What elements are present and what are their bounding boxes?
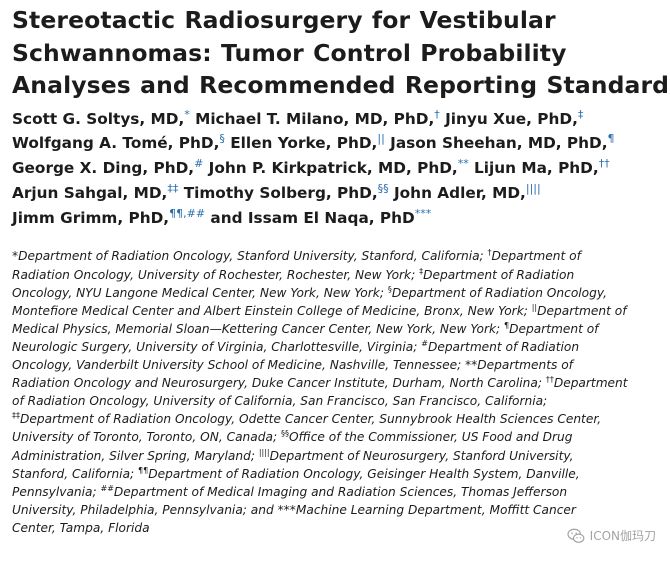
affiliation-line: University of Toronto, Toronto, ON, Cana…	[12, 428, 664, 446]
affiliation-text: Department of	[509, 321, 599, 336]
affiliation-text: University of Toronto, Toronto, ON, Cana…	[12, 430, 281, 445]
watermark: ICON伽玛刀	[567, 527, 656, 544]
author-affiliation-mark: #	[194, 157, 204, 170]
affiliation-text: Department of Radiation	[423, 267, 575, 282]
affiliation-line: Radiation Oncology, University of Roches…	[12, 266, 664, 284]
author-affiliation-mark: ¶¶,##	[169, 206, 206, 220]
affiliation-text: Oncology, NYU Langone Medical Center, Ne…	[12, 285, 388, 300]
author-name: and Issam El Naqa, PhD	[210, 208, 415, 227]
author-name: Wolfgang A. Tomé, PhD,	[12, 134, 220, 153]
author-list: Scott G. Soltys, MD,* Michael T. Milano,…	[12, 107, 660, 231]
article-header: Stereotactic Radiosurgery for Vestibular…	[12, 4, 670, 537]
author-line: Jimm Grimm, PhD,¶¶,## and Issam El Naqa,…	[12, 206, 660, 231]
affiliation-text: Montefiore Medical Center and Albert Ein…	[12, 303, 532, 318]
affiliation-mark: ††	[545, 375, 554, 385]
affiliation-line: of Radiation Oncology, University of Cal…	[12, 392, 664, 410]
affiliation-line: Stanford, California; ¶¶Department of Ra…	[12, 465, 664, 483]
affiliation-line: Oncology, NYU Langone Medical Center, Ne…	[12, 284, 664, 302]
affiliation-mark: #	[421, 338, 428, 348]
affiliation-text: Department of	[491, 249, 581, 264]
affiliation-mark: ||	[531, 302, 538, 312]
affiliation-text: Department	[553, 376, 628, 391]
title-line: Analyses and Recommended Reporting Stand…	[12, 71, 670, 99]
author-affiliation-mark: †	[434, 107, 440, 121]
author-affiliation-mark: *	[184, 107, 190, 121]
author-name: George X. Ding, PhD,	[12, 159, 195, 178]
affiliation-line: University, Philadelphia, Pennsylvania; …	[12, 501, 664, 519]
author-affiliation-mark: ‡‡	[167, 181, 179, 195]
affiliation-mark: ||||	[258, 447, 270, 457]
affiliation-text: Department of Neurosurgery, Stanford Uni…	[269, 448, 574, 463]
author-affiliation-mark: ***	[414, 206, 432, 220]
affiliation-text: Department of Radiation	[427, 339, 580, 354]
author-name: Lijun Ma, PhD,	[474, 159, 599, 178]
article-title: Stereotactic Radiosurgery for Vestibular…	[12, 4, 670, 102]
title-line: Stereotactic Radiosurgery for Vestibular	[12, 6, 556, 34]
title-line: Schwannomas: Tumor Control Probability	[12, 38, 567, 67]
affiliation-text: Administration, Silver Spring, Maryland;	[12, 448, 259, 463]
affiliation-text: Stanford, California;	[12, 466, 139, 481]
affiliation-text: of Radiation Oncology, University of Cal…	[12, 394, 548, 409]
author-name: John Adler, MD,	[393, 183, 526, 202]
affiliation-text: Office of the Commissioner, US Food and …	[288, 430, 573, 445]
affiliation-text: Neurologic Surgery, University of Virgin…	[12, 339, 422, 354]
author-name: Scott G. Soltys, MD,	[12, 109, 185, 128]
author-affiliation-mark: ‡	[577, 107, 584, 121]
author-affiliation-mark: ††	[598, 157, 610, 170]
author-line: Wolfgang A. Tomé, PhD,§ Ellen Yorke, PhD…	[12, 131, 660, 156]
author-affiliation-mark: ¶	[607, 132, 615, 146]
author-name: John P. Kirkpatrick, MD, PhD,	[208, 159, 458, 178]
affiliation-mark: ¶¶	[138, 465, 149, 475]
author-name: Jimm Grimm, PhD,	[12, 208, 170, 227]
affiliation-text: Radiation Oncology and Neurosurgery, Duk…	[12, 376, 546, 391]
affiliation-mark: ¶	[504, 320, 510, 330]
author-name: Jinyu Xue, PhD,	[445, 109, 578, 128]
affiliation-text: Center, Tampa, Florida	[12, 520, 150, 535]
affiliation-text: Oncology, Vanderbilt University School o…	[12, 358, 573, 373]
author-affiliation-mark: **	[457, 157, 469, 170]
author-affiliation-mark: ||	[377, 132, 385, 146]
affiliation-line: ‡‡Department of Radiation Oncology, Odet…	[12, 410, 664, 428]
author-name: Timothy Solberg, PhD,	[183, 183, 378, 202]
affiliation-text: Pennsylvania;	[12, 484, 101, 499]
author-name: Arjun Sahgal, MD,	[12, 183, 168, 202]
affiliation-mark: ##	[100, 483, 114, 493]
affiliation-text: Radiation Oncology, University of Roches…	[12, 267, 420, 282]
author-name: Jason Sheehan, MD, PhD,	[390, 134, 608, 153]
affiliation-line: *Department of Radiation Oncology, Stanf…	[12, 247, 664, 265]
affiliation-text: Department of Radiation Oncology, Geisin…	[148, 466, 580, 481]
author-line: Arjun Sahgal, MD,‡‡ Timothy Solberg, PhD…	[12, 181, 660, 206]
affiliation-block: *Department of Radiation Oncology, Stanf…	[12, 247, 664, 537]
affiliation-text: Medical Physics, Memorial Sloan—Ketterin…	[12, 321, 504, 336]
affiliation-text: Department of Radiation Oncology,	[391, 285, 607, 300]
affiliation-line: Montefiore Medical Center and Albert Ein…	[12, 302, 664, 320]
author-affiliation-mark: §§	[377, 181, 389, 195]
author-line: Scott G. Soltys, MD,* Michael T. Milano,…	[12, 107, 660, 132]
affiliation-text: Department of Radiation Oncology, Odette…	[20, 412, 602, 427]
author-affiliation-mark: §	[219, 132, 225, 146]
affiliation-mark: §§	[280, 429, 289, 439]
affiliation-line: Pennsylvania; ##Department of Medical Im…	[12, 483, 664, 501]
affiliation-mark: †	[487, 248, 492, 258]
affiliation-line: Oncology, Vanderbilt University School o…	[12, 356, 664, 374]
affiliation-text: Department of Medical Imaging and Radiat…	[113, 484, 568, 499]
watermark-text: ICON伽玛刀	[589, 529, 656, 543]
affiliation-mark: ‡	[419, 266, 424, 276]
author-name: Michael T. Milano, MD, PhD,	[195, 109, 435, 128]
author-name: Ellen Yorke, PhD,	[230, 134, 378, 153]
author-affiliation-mark: ||||	[525, 181, 541, 195]
affiliation-line: Medical Physics, Memorial Sloan—Ketterin…	[12, 320, 664, 338]
affiliation-text: University, Philadelphia, Pennsylvania; …	[12, 502, 576, 517]
author-line: George X. Ding, PhD,# John P. Kirkpatric…	[12, 156, 660, 181]
affiliation-line: Radiation Oncology and Neurosurgery, Duk…	[12, 374, 664, 392]
affiliation-line: Center, Tampa, Florida	[12, 519, 664, 537]
affiliation-text: *Department of Radiation Oncology, Stanf…	[12, 249, 488, 264]
affiliation-mark: §	[387, 284, 392, 294]
affiliation-line: Neurologic Surgery, University of Virgin…	[12, 338, 664, 356]
affiliation-mark: ‡‡	[12, 411, 20, 421]
wechat-icon	[567, 528, 585, 543]
affiliation-text: Department of	[537, 303, 627, 318]
affiliation-line: Administration, Silver Spring, Maryland;…	[12, 447, 664, 465]
